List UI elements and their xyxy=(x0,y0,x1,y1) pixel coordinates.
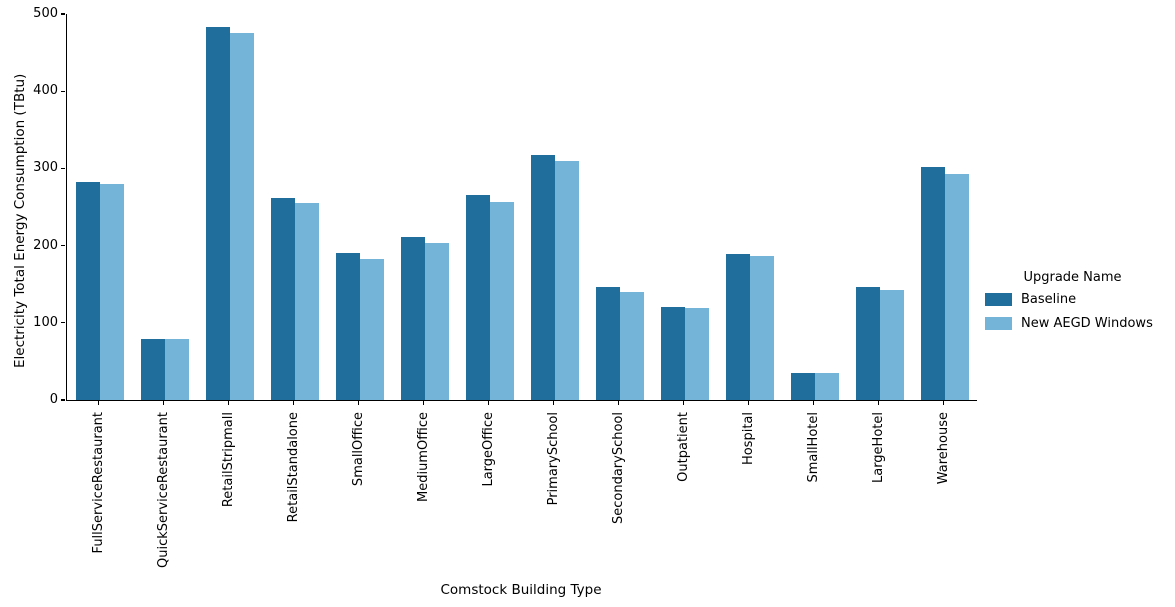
bar-new-aegd-windows-retailstandalone xyxy=(294,203,319,400)
x-tick-label-retailstripmall: RetailStripmall xyxy=(221,412,236,508)
x-tick-mark-secondaryschool xyxy=(617,401,620,405)
x-tick-mark-smalloffice xyxy=(357,401,360,405)
x-tick-mark-quickservicerestaurant xyxy=(162,401,165,405)
legend-entry-new-aegd-windows: New AEGD Windows xyxy=(985,316,1175,331)
x-tick-mark-smallhotel xyxy=(812,401,815,405)
legend-title: Upgrade Name xyxy=(1023,270,1122,285)
bar-new-aegd-windows-smalloffice xyxy=(359,259,384,400)
bar-baseline-smalloffice xyxy=(335,253,360,400)
bar-new-aegd-windows-primaryschool xyxy=(554,161,579,400)
x-tick-label-hospital: Hospital xyxy=(741,412,756,466)
y-tick-mark-500 xyxy=(61,13,65,15)
bar-baseline-mediumoffice xyxy=(400,237,425,400)
y-tick-label-500: 500 xyxy=(33,6,58,21)
y-tick-label-300: 300 xyxy=(33,160,58,176)
bar-new-aegd-windows-smallhotel xyxy=(814,373,839,400)
x-tick-label-secondaryschool: SecondarySchool xyxy=(611,412,626,525)
legend-label-new-aegd-windows: New AEGD Windows xyxy=(1021,316,1153,331)
x-tick-mark-largeoffice xyxy=(487,401,490,405)
bar-baseline-largeoffice xyxy=(465,195,490,400)
plot-area xyxy=(66,14,977,401)
bar-new-aegd-windows-secondaryschool xyxy=(619,292,644,400)
x-tick-label-primaryschool: PrimarySchool xyxy=(546,412,561,506)
legend-swatch-baseline xyxy=(985,293,1012,306)
bar-baseline-outpatient xyxy=(660,307,685,400)
y-tick-mark-100 xyxy=(61,322,65,324)
bar-new-aegd-windows-outpatient xyxy=(684,308,709,400)
y-tick-label-100: 100 xyxy=(33,314,58,330)
legend-label-baseline: Baseline xyxy=(1021,292,1077,307)
x-tick-label-smalloffice: SmallOffice xyxy=(351,412,366,487)
y-tick-label-0: 0 xyxy=(49,392,58,407)
x-tick-mark-largehotel xyxy=(877,401,880,405)
bar-baseline-secondaryschool xyxy=(595,287,620,400)
bar-new-aegd-windows-retailstripmall xyxy=(229,33,254,400)
y-tick-mark-0 xyxy=(61,399,65,401)
x-tick-label-retailstandalone: RetailStandalone xyxy=(286,412,301,523)
bar-baseline-retailstandalone xyxy=(270,198,295,400)
bar-baseline-primaryschool xyxy=(530,155,555,400)
x-tick-mark-warehouse xyxy=(942,401,945,405)
x-tick-label-largeoffice: LargeOffice xyxy=(481,412,496,487)
y-tick-mark-400 xyxy=(61,90,65,92)
bar-new-aegd-windows-mediumoffice xyxy=(424,243,449,400)
legend-entries: Baseline New AEGD Windows xyxy=(985,292,1175,331)
bar-baseline-quickservicerestaurant xyxy=(140,339,165,400)
x-tick-label-outpatient: Outpatient xyxy=(676,412,691,482)
x-tick-label-smallhotel: SmallHotel xyxy=(806,412,821,483)
y-tick-label-200: 200 xyxy=(33,237,58,253)
x-tick-mark-primaryschool xyxy=(552,401,555,405)
y-tick-mark-200 xyxy=(61,245,65,247)
x-tick-mark-hospital xyxy=(747,401,750,405)
y-tick-label-400: 400 xyxy=(33,83,58,99)
legend: Upgrade Name Baseline New AEGD Windows xyxy=(985,270,1175,340)
x-tick-label-largehotel: LargeHotel xyxy=(871,412,886,484)
bar-new-aegd-windows-hospital xyxy=(749,256,774,400)
x-tick-mark-mediumoffice xyxy=(422,401,425,405)
bar-baseline-retailstripmall xyxy=(205,27,230,400)
legend-entry-baseline: Baseline xyxy=(985,292,1175,307)
x-tick-mark-retailstandalone xyxy=(292,401,295,405)
x-tick-label-mediumoffice: MediumOffice xyxy=(416,412,431,502)
bar-new-aegd-windows-largeoffice xyxy=(489,202,514,400)
bar-baseline-warehouse xyxy=(920,167,945,400)
bar-baseline-fullservicerestaurant xyxy=(75,182,100,400)
x-tick-label-warehouse: Warehouse xyxy=(936,412,951,485)
bar-baseline-largehotel xyxy=(855,287,880,400)
x-tick-mark-outpatient xyxy=(682,401,685,405)
bar-baseline-hospital xyxy=(725,254,750,400)
bar-new-aegd-windows-quickservicerestaurant xyxy=(164,339,189,400)
x-tick-label-fullservicerestaurant: FullServiceRestaurant xyxy=(91,412,106,554)
y-tick-mark-300 xyxy=(61,167,65,169)
x-tick-mark-retailstripmall xyxy=(227,401,230,405)
x-tick-mark-fullservicerestaurant xyxy=(97,401,100,405)
bar-baseline-smallhotel xyxy=(790,373,815,400)
bar-new-aegd-windows-largehotel xyxy=(879,290,904,400)
x-axis-label: Comstock Building Type xyxy=(440,582,602,598)
bar-new-aegd-windows-warehouse xyxy=(944,174,969,400)
legend-swatch-new-aegd-windows xyxy=(985,317,1012,330)
x-tick-label-quickservicerestaurant: QuickServiceRestaurant xyxy=(156,412,171,568)
bar-new-aegd-windows-fullservicerestaurant xyxy=(99,184,124,400)
